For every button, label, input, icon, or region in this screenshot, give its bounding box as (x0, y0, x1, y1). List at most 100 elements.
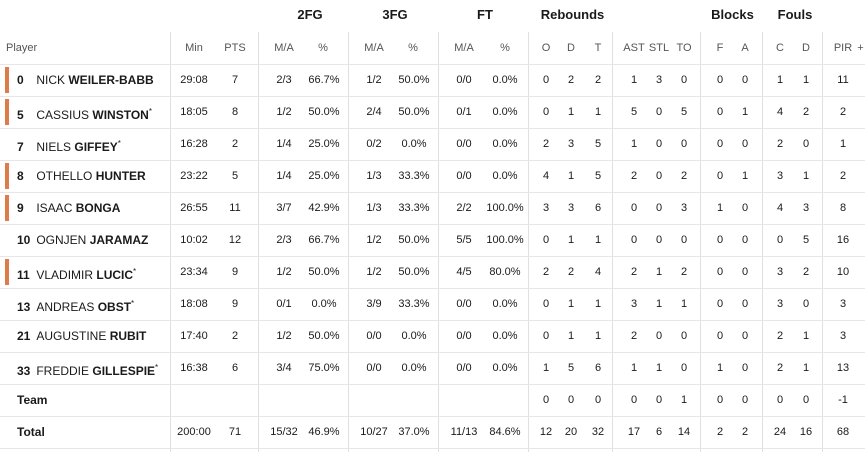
player-number: 21 (17, 329, 31, 343)
player-name[interactable]: 33 FREDDIE GILLESPIE* (17, 352, 167, 384)
stat-3fg-made-attempted: 0/2 (366, 138, 382, 150)
stat-assists: 2 (630, 266, 638, 278)
stat-minutes: 18:05 (180, 106, 208, 118)
stat-rebounds-defensive: 3 (567, 202, 575, 214)
table-row[interactable]: 21 AUGUSTINE RUBIT 17:40 2 1/2 50.0% 0/0 0.0% 0… (0, 320, 865, 352)
stat-points: 12 (228, 234, 242, 246)
stat-fouls-drawn: 1 (802, 170, 810, 182)
player-name[interactable]: 21 AUGUSTINE RUBIT (17, 320, 167, 352)
player-first-name: OTHELLO (36, 169, 93, 183)
stat-rebounds-offensive: 2 (542, 138, 550, 150)
table-row[interactable]: 33 FREDDIE GILLESPIE* 16:38 6 3/4 75.0% 0/0 0.… (0, 352, 865, 384)
col-header-ft-ma[interactable]: M/A (454, 42, 474, 54)
stat-assists: 2 (630, 330, 638, 342)
stat-2fg-made-attempted: 1/2 (276, 266, 292, 278)
stat-pir: 16 (836, 234, 850, 246)
col-header-to[interactable]: TO (676, 42, 692, 54)
col-header-blk-f[interactable]: F (716, 42, 724, 54)
col-header-foul-d[interactable]: D (802, 42, 810, 54)
stat-2fg-percent: 66.7% (308, 74, 340, 86)
table-row[interactable]: 13 ANDREAS OBST* 18:08 9 0/1 0.0% 3/9 33.3% 0/0… (0, 288, 865, 320)
stat-points: 2 (231, 330, 239, 342)
stat-pir: 3 (839, 330, 847, 342)
stat-rebounds-defensive: 3 (567, 138, 575, 150)
col-header-reb-t[interactable]: T (594, 42, 602, 54)
stat-turnovers: 14 (677, 426, 691, 438)
player-name[interactable]: 9 ISAAC BONGA (17, 192, 167, 224)
stat-blocks-against: 2 (741, 426, 749, 438)
col-header-reb-d[interactable]: D (567, 42, 575, 54)
col-header-blk-a[interactable]: A (741, 42, 749, 54)
col-header-ft-pct[interactable]: % (500, 42, 510, 54)
stat-pir: 13 (836, 362, 850, 374)
player-name[interactable]: 5 CASSIUS WINSTON* (17, 96, 167, 128)
stat-assists: 1 (630, 138, 638, 150)
col-header-reb-o[interactable]: O (541, 42, 551, 54)
stat-pir: 3 (839, 298, 847, 310)
stat-fouls-committed: 2 (776, 362, 784, 374)
divider (0, 384, 865, 385)
stat-minutes: 29:08 (180, 74, 208, 86)
divider (528, 32, 529, 452)
player-first-name: ISAAC (36, 201, 73, 215)
stat-3fg-made-attempted: 1/2 (366, 74, 382, 86)
col-header-2fg-pct[interactable]: % (318, 42, 328, 54)
player-name[interactable]: 13 ANDREAS OBST* (17, 288, 167, 320)
table-row[interactable]: 5 CASSIUS WINSTON* 18:05 8 1/2 50.0% 2/4 50.0%… (0, 96, 865, 128)
stat-2fg-made-attempted: 1/4 (276, 138, 292, 150)
stat-2fg-percent: 50.0% (308, 266, 340, 278)
divider (0, 320, 865, 321)
stat-assists: 1 (630, 362, 638, 374)
table-row[interactable]: 11 VLADIMIR LUCIC* 23:34 9 1/2 50.0% 1/2 50.0%… (0, 256, 865, 288)
stat-fouls-drawn: 0 (802, 298, 810, 310)
stat-3fg-percent: 33.3% (398, 298, 430, 310)
stat-3fg-made-attempted: 1/3 (366, 202, 382, 214)
stat-steals: 1 (655, 362, 663, 374)
player-name[interactable]: 7 NIELS GIFFEY* (17, 128, 167, 160)
col-header-2fg-ma[interactable]: M/A (274, 42, 294, 54)
stat-rebounds-total: 1 (594, 330, 602, 342)
stat-rebounds-defensive: 1 (567, 330, 575, 342)
stat-fouls-committed: 3 (776, 170, 784, 182)
divider (700, 32, 701, 452)
player-first-name: ANDREAS (36, 300, 95, 314)
stat-turnovers: 3 (680, 202, 688, 214)
stat-rebounds-offensive: 2 (542, 266, 550, 278)
col-header-ast[interactable]: AST (623, 42, 645, 54)
starter-indicator (5, 67, 9, 93)
stat-rebounds-offensive: 1 (542, 362, 550, 374)
more-columns-icon[interactable]: + (857, 42, 864, 54)
stat-fouls-committed: 4 (776, 106, 784, 118)
stat-steals: 1 (655, 298, 663, 310)
table-row[interactable]: 7 NIELS GIFFEY* 16:28 2 1/4 25.0% 0/2 0.0% 0/0 0… (0, 128, 865, 160)
stat-minutes: 10:02 (180, 234, 208, 246)
team-row: Team 0 0 0 0 0 1 0 0 0 0 -1 (0, 384, 865, 416)
table-row[interactable]: 9 ISAAC BONGA 26:55 11 3/7 42.9% 1/3 33.3% 2/2 1… (0, 192, 865, 224)
stat-pir: 2 (839, 170, 847, 182)
stat-rebounds-total: 5 (594, 170, 602, 182)
col-header-pts[interactable]: PTS (224, 42, 246, 54)
divider (0, 96, 865, 97)
player-name[interactable]: 0 NICK WEILER-BABB (17, 64, 167, 96)
table-row[interactable]: 0 NICK WEILER-BABB 29:08 7 2/3 66.7% 1/2 50.0%… (0, 64, 865, 96)
player-name[interactable]: 8 OTHELLO HUNTER (17, 160, 167, 192)
table-row[interactable]: 8 OTHELLO HUNTER 23:22 5 1/4 25.0% 1/3 33.3% 0/… (0, 160, 865, 192)
col-header-3fg-pct[interactable]: % (408, 42, 418, 54)
player-number: 9 (17, 201, 24, 215)
stat-assists: 17 (627, 426, 641, 438)
stat-2fg-made-attempted: 1/4 (276, 170, 292, 182)
table-row[interactable]: 10 OGNJEN JARAMAZ 10:02 12 2/3 66.7% 1/2 50.0%… (0, 224, 865, 256)
stat-assists: 0 (630, 394, 638, 406)
col-header-pir[interactable]: PIR (833, 42, 853, 54)
col-header-stl[interactable]: STL (648, 42, 670, 54)
stat-minutes: 16:38 (180, 362, 208, 374)
stat-points: 71 (228, 426, 242, 438)
stat-blocks-against: 0 (741, 266, 749, 278)
col-header-3fg-ma[interactable]: M/A (364, 42, 384, 54)
col-header-min[interactable]: Min (185, 42, 203, 54)
player-name[interactable]: 11 VLADIMIR LUCIC* (17, 256, 167, 288)
player-name[interactable]: 10 OGNJEN JARAMAZ (17, 224, 167, 256)
starter-indicator (5, 163, 9, 189)
col-header-foul-c[interactable]: C (776, 42, 784, 54)
stat-rebounds-defensive: 0 (567, 394, 575, 406)
